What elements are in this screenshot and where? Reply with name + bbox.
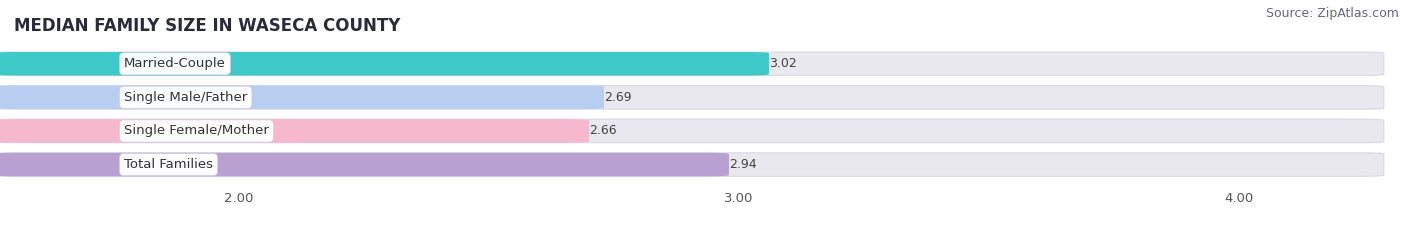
Text: 2.94: 2.94 [728,158,756,171]
Text: Married-Couple: Married-Couple [124,57,226,70]
Text: MEDIAN FAMILY SIZE IN WASECA COUNTY: MEDIAN FAMILY SIZE IN WASECA COUNTY [14,17,401,35]
Text: Source: ZipAtlas.com: Source: ZipAtlas.com [1265,7,1399,20]
FancyBboxPatch shape [0,153,728,176]
FancyBboxPatch shape [0,52,1384,75]
Text: 3.02: 3.02 [769,57,797,70]
Text: 2.69: 2.69 [605,91,631,104]
FancyBboxPatch shape [0,86,605,109]
Text: Single Female/Mother: Single Female/Mother [124,124,269,137]
FancyBboxPatch shape [0,52,769,75]
Text: Total Families: Total Families [124,158,214,171]
FancyBboxPatch shape [0,119,589,143]
Text: 2.66: 2.66 [589,124,617,137]
FancyBboxPatch shape [0,153,1384,176]
FancyBboxPatch shape [0,119,1384,143]
Text: Single Male/Father: Single Male/Father [124,91,247,104]
FancyBboxPatch shape [0,86,1384,109]
